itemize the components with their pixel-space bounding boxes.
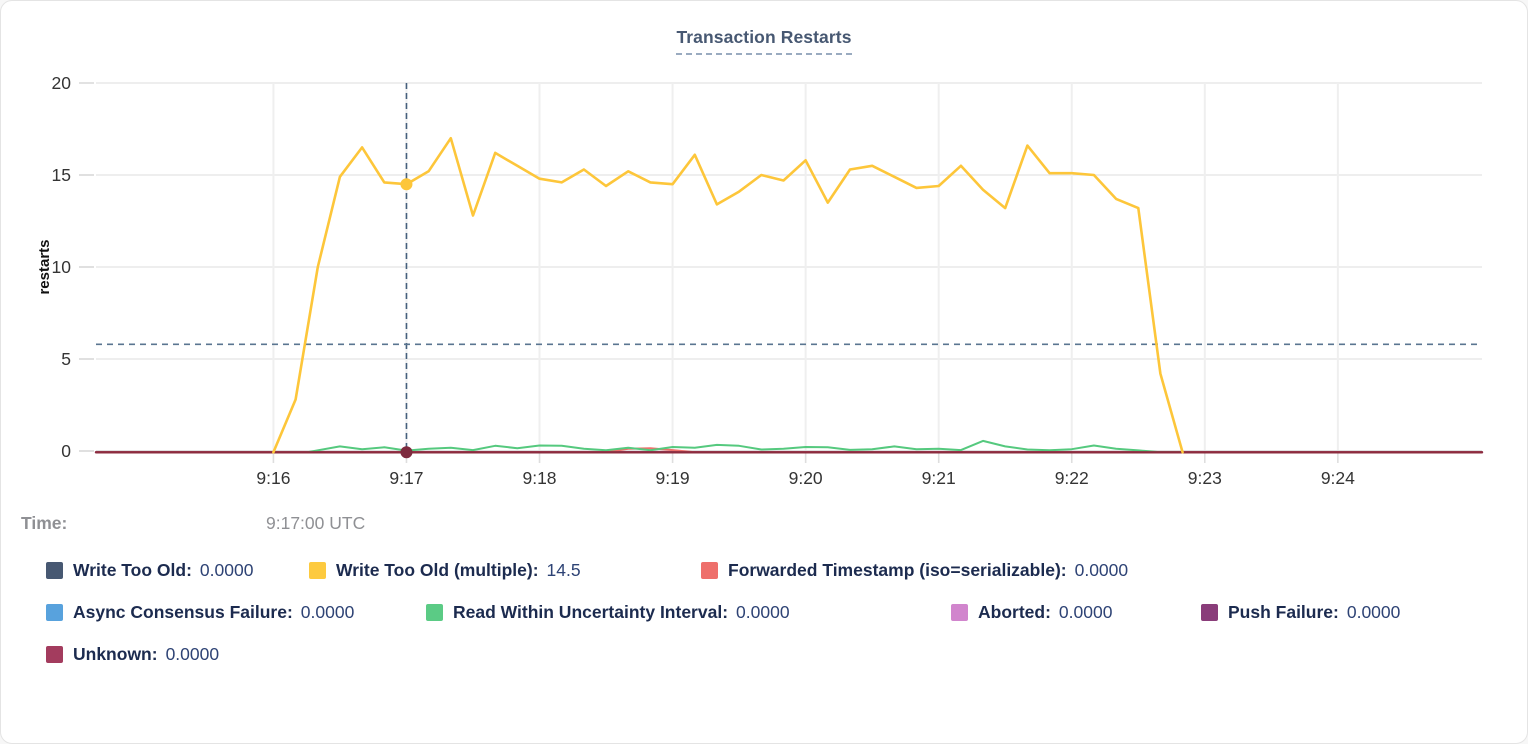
series-read-within-uncertainty-interval	[305, 439, 1184, 454]
y-tick-label: 0	[61, 441, 71, 461]
legend-label: Write Too Old (multiple):	[336, 560, 539, 580]
legend-label: Write Too Old:	[73, 560, 192, 580]
legend-swatch-icon	[1201, 604, 1218, 621]
legend-row: Write Too Old: 0.0000 Write Too Old (multi…	[46, 560, 1527, 581]
hover-time-row: Time: 9:17:00 UTC	[1, 513, 1527, 534]
x-tick-label: 9:17	[389, 468, 423, 488]
chart-title[interactable]: Transaction Restarts	[676, 27, 852, 55]
legend-value: 0.0000	[165, 644, 220, 664]
legend-swatch-icon	[46, 562, 63, 579]
y-tick-label: 20	[52, 73, 72, 93]
x-tick-label: 9:18	[522, 468, 556, 488]
legend-value: 0.0000	[736, 602, 790, 622]
legend: Write Too Old: 0.0000 Write Too Old (multi…	[1, 560, 1527, 665]
legend-item-unknown[interactable]: Unknown: 0.0000	[46, 644, 219, 665]
x-tick-label: 9:16	[256, 468, 290, 488]
legend-value: 0.0000	[1346, 602, 1401, 622]
legend-item-write-too-old-multiple[interactable]: Write Too Old (multiple): 14.5	[309, 560, 701, 581]
x-tick-label: 9:20	[789, 468, 823, 488]
legend-label: Async Consensus Failure:	[73, 602, 293, 622]
crosshair-dot-unknown	[400, 446, 413, 459]
legend-label: Push Failure:	[1228, 602, 1339, 622]
legend-swatch-icon	[951, 604, 968, 621]
y-axis-label: restarts	[36, 239, 53, 294]
transaction-restarts-chart[interactable]: 0 5 10 15 20 9:16 9:17 9:18 9:19 9:20 9:21 9:22 9:23…	[1, 61, 1528, 501]
x-tick-label: 9:19	[656, 468, 690, 488]
legend-value: 0.0000	[1074, 560, 1129, 580]
legend-item-aborted[interactable]: Aborted: 0.0000	[951, 602, 1201, 623]
legend-item-read-within-uncertainty-interval[interactable]: Read Within Uncertainty Interval: 0.0000	[426, 602, 951, 623]
legend-swatch-icon	[426, 604, 443, 621]
crosshair-dot-write-too-old-multiple-	[400, 178, 413, 191]
legend-swatch-icon	[46, 604, 63, 621]
legend-row: Unknown: 0.0000	[46, 644, 1527, 665]
hover-time-value: 9:17:00 UTC	[266, 513, 366, 533]
legend-label: Forwarded Timestamp (iso=serializable):	[728, 560, 1067, 580]
x-tick-label: 9:21	[922, 468, 956, 488]
legend-swatch-icon	[46, 646, 63, 663]
legend-item-forwarded-timestamp-iso-serializable[interactable]: Forwarded Timestamp (iso=serializable): 0…	[701, 560, 1128, 581]
legend-item-push-failure[interactable]: Push Failure: 0.0000	[1201, 602, 1400, 623]
legend-label: Aborted:	[978, 602, 1051, 622]
legend-swatch-icon	[309, 562, 326, 579]
series-write-too-old-multiple-	[272, 136, 1184, 454]
legend-value: 14.5	[546, 560, 581, 580]
y-tick-label: 10	[52, 257, 72, 277]
x-tick-label: 9:24	[1321, 468, 1355, 488]
legend-value: 0.0000	[300, 602, 355, 622]
legend-label: Read Within Uncertainty Interval:	[453, 602, 729, 622]
legend-label: Unknown:	[73, 644, 158, 664]
legend-value: 0.0000	[1058, 602, 1113, 622]
legend-swatch-icon	[701, 562, 718, 579]
chart-title-row: Transaction Restarts	[1, 1, 1527, 61]
legend-item-write-too-old[interactable]: Write Too Old: 0.0000	[46, 560, 309, 581]
hover-time-label: Time:	[21, 513, 68, 533]
x-tick-label: 9:23	[1188, 468, 1222, 488]
legend-item-async-consensus-failure[interactable]: Async Consensus Failure: 0.0000	[46, 602, 426, 623]
x-tick-label: 9:22	[1055, 468, 1089, 488]
legend-row: Async Consensus Failure: 0.0000 Read Withi…	[46, 602, 1527, 623]
y-tick-label: 5	[61, 349, 71, 369]
legend-value: 0.0000	[199, 560, 254, 580]
y-tick-label: 15	[52, 165, 71, 185]
